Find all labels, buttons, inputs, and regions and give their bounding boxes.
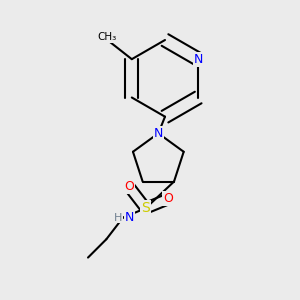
Text: S: S — [141, 201, 150, 215]
Text: H: H — [114, 213, 122, 223]
Text: N: N — [154, 127, 163, 140]
Text: CH₃: CH₃ — [97, 32, 116, 42]
Text: O: O — [124, 180, 134, 193]
Text: N: N — [125, 211, 134, 224]
Text: N: N — [194, 53, 203, 66]
Text: O: O — [164, 192, 173, 206]
